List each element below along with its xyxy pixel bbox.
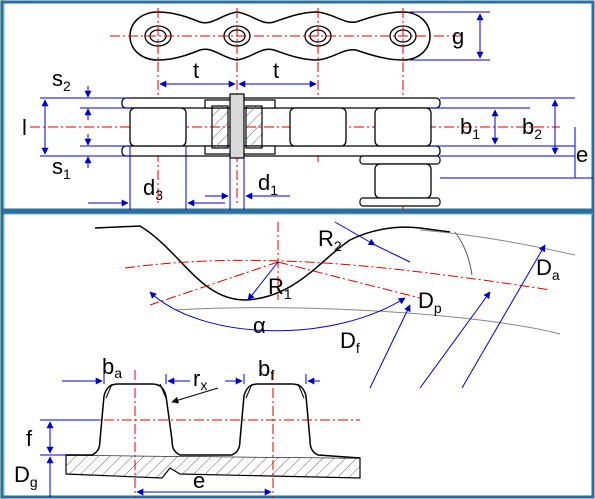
- chain-side-view: [121, 93, 441, 207]
- dim-tooth-left: f Dg: [14, 419, 100, 497]
- label-s1: s1: [52, 154, 71, 182]
- tooth-section: [65, 383, 361, 479]
- label-b1: b1: [460, 114, 480, 142]
- label-g: g: [452, 24, 464, 49]
- label-t-left: t: [193, 58, 199, 83]
- label-Dp: Dp: [418, 288, 442, 316]
- label-d3: d3: [143, 175, 163, 203]
- label-alpha: α: [253, 313, 266, 338]
- dim-bottom-chain: d3 d1: [88, 146, 290, 210]
- dim-alpha: α: [149, 291, 406, 338]
- dim-R2: R2: [318, 221, 411, 263]
- label-d1: d1: [258, 170, 278, 198]
- label-e-tooth: e: [193, 468, 205, 493]
- dim-right-side: b1 b2 e: [430, 97, 593, 179]
- label-Da: Da: [536, 255, 560, 283]
- dim-tooth-e: e: [136, 468, 272, 496]
- dim-left-side: s2 l s1: [22, 66, 130, 182]
- bottom-panel-frame: [0, 211, 595, 499]
- sprocket-profile: [94, 225, 576, 335]
- dim-tooth-top: ba bf rx: [62, 354, 320, 404]
- tooth-centerlines: [50, 370, 360, 498]
- label-bf: bf: [258, 356, 274, 383]
- label-rx: rx: [193, 366, 207, 393]
- label-f: f: [26, 426, 33, 451]
- label-Dg: Dg: [14, 462, 38, 490]
- label-e-chain: e: [576, 142, 588, 167]
- dim-diameters: Da Dp Df: [340, 244, 560, 389]
- dim-t: t t: [159, 58, 317, 88]
- label-ba: ba: [102, 354, 122, 381]
- dim-g: g: [410, 11, 490, 61]
- label-Df: Df: [340, 328, 360, 356]
- top-panel-frame: [0, 0, 595, 212]
- label-R2: R2: [318, 226, 342, 254]
- label-s2: s2: [52, 66, 71, 94]
- label-l: l: [22, 115, 27, 140]
- label-b2: b2: [522, 114, 542, 142]
- label-t-right: t: [273, 58, 279, 83]
